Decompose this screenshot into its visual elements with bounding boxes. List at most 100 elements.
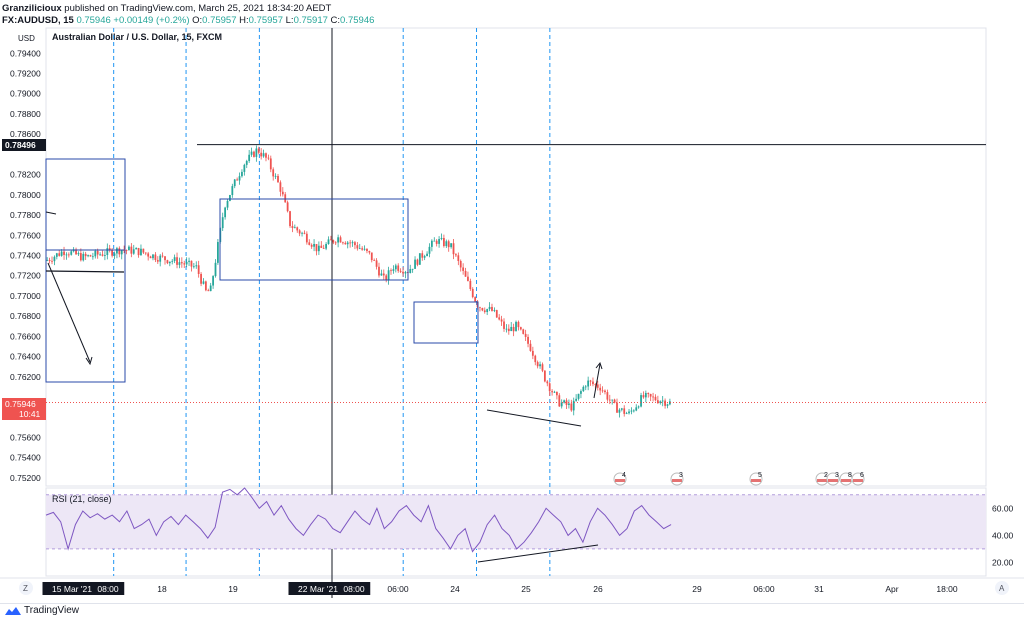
candle-body	[171, 260, 174, 262]
price-tick-label: 0.79000	[10, 89, 41, 99]
candle-body	[611, 399, 614, 401]
author-name[interactable]: Granzilicioux	[2, 3, 62, 14]
candle-body	[572, 400, 575, 411]
auto-scale-button[interactable]	[995, 581, 1009, 595]
candle-body	[387, 270, 390, 281]
candle-body	[604, 390, 606, 393]
o-value: 0.75957	[202, 15, 237, 26]
time-label-bg	[42, 582, 102, 595]
candle-body	[253, 151, 255, 157]
candle-body	[414, 259, 416, 269]
h-value: 0.75957	[248, 15, 283, 26]
price-tick-label: 0.79400	[10, 48, 41, 58]
candle-body	[308, 242, 311, 245]
price-pane[interactable]	[45, 27, 987, 487]
candle-body	[224, 207, 227, 218]
candle-body	[202, 281, 205, 284]
range-line	[45, 270, 125, 273]
candle-body	[265, 153, 267, 158]
candle-body	[195, 265, 198, 267]
candle-body	[666, 404, 669, 406]
price-tick-label: 0.79200	[10, 68, 41, 78]
candle-body	[75, 249, 77, 255]
candle-body	[618, 409, 621, 413]
zoom-button[interactable]	[19, 581, 33, 595]
candle-body	[108, 248, 111, 250]
candle-body	[63, 251, 65, 255]
candle-body	[608, 399, 611, 401]
candle-body	[510, 326, 513, 332]
candle-body	[632, 410, 635, 412]
event-marker-count: 3	[679, 472, 683, 479]
candle-body	[628, 411, 630, 414]
candle-body	[104, 255, 106, 256]
candle-body	[332, 240, 335, 243]
rsi-tick-label: 40.00	[992, 530, 1014, 540]
drawings	[45, 144, 986, 427]
candle-body	[613, 399, 616, 403]
time-tick-label: 06:00	[753, 584, 775, 594]
candle-body	[664, 400, 666, 406]
candle-body	[226, 200, 229, 208]
tradingview-logo[interactable]: TradingView	[5, 605, 79, 616]
rsi-tick-label: 20.00	[992, 557, 1014, 567]
candle-body	[330, 239, 332, 241]
candle-body	[543, 370, 546, 382]
candle-body	[558, 395, 561, 407]
candle-body	[55, 253, 58, 257]
auto-scale-label: A	[999, 584, 1005, 593]
candle-body	[257, 148, 260, 153]
candle-body	[635, 407, 638, 411]
candle-body	[310, 244, 313, 247]
rsi-trendline	[477, 544, 599, 563]
candle-body	[433, 240, 436, 242]
candle-body	[469, 280, 472, 289]
candle-body	[493, 310, 496, 311]
price-tick-label: 0.77200	[10, 271, 41, 281]
candle-body	[515, 321, 517, 332]
candle-body	[65, 254, 68, 256]
price-tick-label: 0.75600	[10, 432, 41, 442]
candle-body	[555, 391, 558, 396]
candle-body	[183, 263, 186, 265]
price-axis[interactable]: 0.79400 0.79200 0.79000 0.78800 0.78600 0.782…	[10, 48, 41, 483]
candle-body	[495, 310, 498, 318]
candle-body	[152, 254, 154, 259]
candle-body	[200, 273, 202, 284]
candle-body	[438, 239, 440, 244]
countdown-text: 10:41	[19, 409, 41, 419]
candle-body	[168, 261, 171, 264]
candle-body	[644, 393, 647, 398]
candle-body	[322, 247, 325, 249]
chart-canvas[interactable]: Australian Dollar / U.S. Dollar, 15, FXC…	[0, 0, 1024, 603]
candle-body	[229, 195, 231, 201]
candle-body	[584, 386, 587, 388]
candle-body	[527, 336, 529, 344]
candle-body	[274, 175, 277, 177]
price-tick-label: 0.75400	[10, 453, 41, 463]
price-tick-label: 0.77600	[10, 230, 41, 240]
down-arrow-line	[47, 262, 91, 363]
candle-body	[483, 310, 486, 313]
candle-body	[459, 260, 462, 268]
candle-body	[430, 240, 433, 247]
candle-body	[606, 392, 609, 400]
candle-body	[421, 253, 424, 258]
symbol-info: FX:AUDUSD, 15 0.75946 +0.00149 (+0.2%) O…	[2, 15, 374, 26]
brand-name: TradingView	[24, 605, 80, 616]
candle-body	[491, 306, 493, 311]
candle-body	[87, 255, 89, 257]
time-tick-label: 18:00	[936, 584, 958, 594]
zone-box	[413, 301, 479, 344]
candle-body	[596, 384, 599, 388]
candle-body	[120, 250, 123, 255]
last-value: 0.75946	[76, 15, 111, 26]
candle-body	[524, 333, 527, 337]
time-tick-label: 22 Mar '21	[298, 584, 338, 594]
time-tick-label: 26	[593, 584, 603, 594]
candle-body	[404, 272, 407, 274]
time-axis[interactable]: 15 Mar '21 08:00 18 19 22 Mar '21 08:00 06:00 2…	[42, 582, 958, 595]
time-tick-label: 25	[521, 584, 531, 594]
time-tick-label: 29	[692, 584, 702, 594]
